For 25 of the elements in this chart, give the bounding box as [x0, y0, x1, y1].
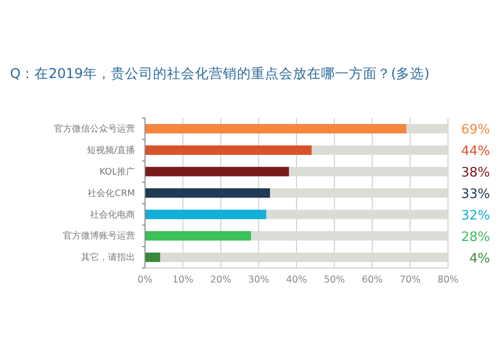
x-tick-label: 80% [437, 274, 459, 286]
y-tick-label: 社会化电商 [90, 209, 135, 220]
x-tick-label: 50% [324, 274, 345, 286]
x-tick-label: 0% [137, 274, 153, 286]
bar [145, 252, 160, 262]
data-label: 4% [469, 251, 490, 266]
data-label: 44% [461, 144, 490, 160]
y-tick-label: KOL推广 [99, 166, 135, 178]
x-tick-label: 30% [248, 274, 270, 286]
data-label: 33% [461, 187, 490, 202]
y-tick-label: 其它，请指出 [81, 252, 135, 264]
x-tick-label: 60% [362, 274, 383, 286]
data-label: 28% [461, 230, 490, 245]
y-tick-label: 短视频/直播 [86, 145, 135, 156]
data-label: 38% [461, 166, 490, 181]
data-label: 69% [461, 122, 490, 138]
data-label: 32% [461, 208, 490, 224]
y-tick-label: 官方微信公众号运营 [54, 124, 135, 135]
x-tick-label: 10% [172, 274, 194, 286]
chart-title: Q：在2019年，贵公司的社会化营销的重点会放在哪一方面？(多选) [10, 66, 430, 82]
x-tick-label: 70% [400, 274, 421, 286]
y-tick-label: 社会化CRM [88, 188, 135, 199]
y-tick-label: 官方微博账号运营 [63, 230, 135, 242]
x-tick-label: 40% [286, 274, 308, 286]
x-tick-label: 20% [210, 274, 232, 286]
